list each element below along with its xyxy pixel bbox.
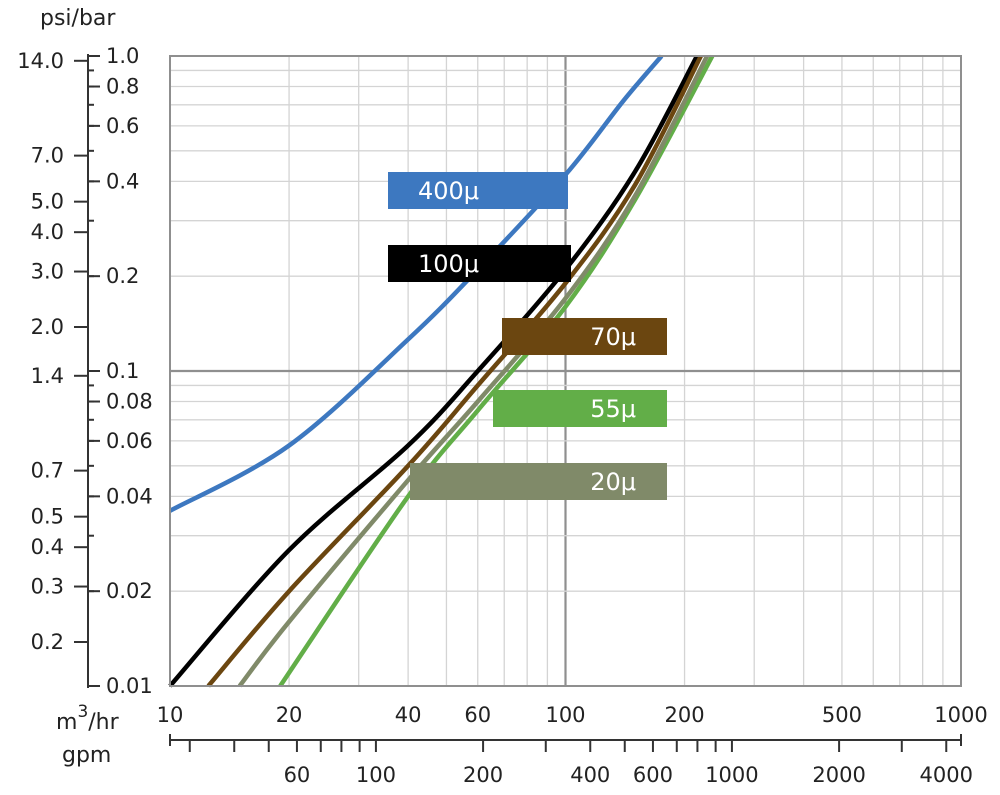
y-tick-label-bar: 0.8: [106, 75, 139, 99]
x-tick-label-m3hr: 500: [822, 703, 862, 727]
y-tick-label-psi: 5.0: [31, 190, 64, 214]
x-tick-label-gpm: 100: [356, 763, 396, 787]
legend-badge-label: 100μ: [418, 250, 479, 278]
y-tick-label-bar: 0.4: [106, 169, 139, 193]
y-tick-label-psi: 1.4: [31, 364, 64, 388]
legend-badge-label: 400μ: [418, 177, 479, 205]
legend-badge-label: 20μ: [590, 468, 636, 496]
x-tick-label-m3hr: 100: [545, 703, 585, 727]
x-tick-label-m3hr: 60: [464, 703, 491, 727]
x-axis: 10 20 40 60 100 200 500 1000 60 100 200 400 600 1000 2…: [157, 703, 988, 787]
y-tick-label-bar: 0.01: [106, 674, 153, 698]
x-tick-label-m3hr: 200: [665, 703, 705, 727]
series-layer: [168, 54, 715, 688]
y-tick-label-psi: 0.3: [31, 575, 64, 599]
x-unit-hr: /hr: [88, 710, 119, 735]
y-axis: 1.0 0.8 0.6 0.4 0.2 0.1 0.08 0.06 0.04 0.02 0.01 14…: [17, 44, 153, 698]
y-tick-label-psi: 14.0: [17, 49, 64, 73]
y-tick-label-bar: 0.06: [106, 429, 153, 453]
x-tick-label-m3hr: 1000: [934, 703, 987, 727]
legend-badges: 400μ 100μ 70μ 55μ 20μ: [388, 172, 667, 500]
legend-badge: [502, 318, 667, 355]
y-tick-label-psi: 0.7: [31, 459, 64, 483]
y-tick-label-psi: 0.2: [31, 630, 64, 654]
y-unit-label: psi/bar: [40, 6, 116, 31]
legend-badge-label: 70μ: [590, 323, 636, 351]
legend-badge: [493, 390, 667, 427]
legend-badge: [388, 172, 568, 209]
x-tick-label-gpm: 60: [284, 763, 311, 787]
x-tick-label-gpm: 4000: [920, 763, 973, 787]
y-tick-label-bar: 0.08: [106, 390, 153, 414]
y-tick-label-psi: 3.0: [31, 260, 64, 284]
legend-badge-label: 55μ: [590, 395, 636, 423]
grid: [170, 56, 961, 686]
y-tick-label-psi: 4.0: [31, 220, 64, 244]
x-tick-label-gpm: 1000: [705, 763, 758, 787]
y-tick-label-bar: 0.1: [106, 359, 139, 383]
y-tick-label-psi: 7.0: [31, 144, 64, 168]
series-line: [206, 54, 703, 688]
plot-frame: [169, 55, 962, 687]
legend-badge: [388, 245, 571, 282]
x-tick-label-gpm: 400: [570, 763, 610, 787]
x-unit-m: m: [56, 710, 77, 735]
x-tick-label-m3hr: 20: [276, 703, 303, 727]
x-unit-label-m3hr: m3/hr: [56, 702, 120, 735]
y-tick-label-bar: 0.02: [106, 579, 153, 603]
y-tick-label-psi: 0.4: [31, 535, 64, 559]
y-tick-label-bar: 1.0: [106, 44, 139, 68]
series-line: [237, 54, 710, 688]
series-line: [168, 54, 664, 513]
y-tick-label-bar: 0.04: [106, 484, 153, 508]
x-tick-label-m3hr: 10: [157, 703, 184, 727]
legend-badge: [410, 463, 667, 500]
x-tick-label-m3hr: 40: [395, 703, 422, 727]
x-unit-label-gpm: gpm: [62, 743, 111, 768]
x-unit-superscript: 3: [77, 702, 88, 722]
series-line: [168, 54, 699, 688]
y-tick-label-psi: 2.0: [31, 315, 64, 339]
y-tick-label-bar: 0.2: [106, 264, 139, 288]
y-tick-label-psi: 0.5: [31, 505, 64, 529]
y-tick-label-bar: 0.6: [106, 114, 139, 138]
x-tick-label-gpm: 200: [463, 763, 503, 787]
x-tick-label-gpm: 600: [633, 763, 673, 787]
x-tick-label-gpm: 2000: [812, 763, 865, 787]
